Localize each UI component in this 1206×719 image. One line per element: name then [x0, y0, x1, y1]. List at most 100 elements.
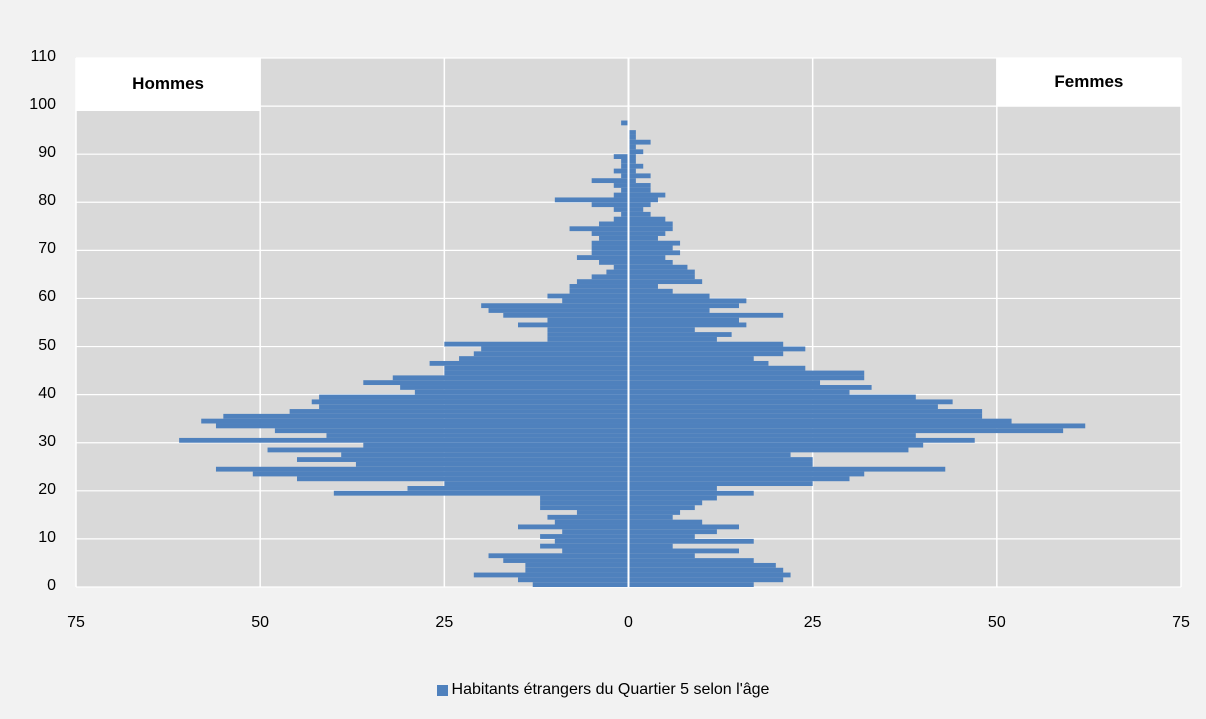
- bar-hommes: [591, 202, 629, 208]
- bars-hommes: [179, 120, 629, 587]
- bar-hommes: [444, 481, 629, 487]
- bar-hommes: [414, 389, 629, 395]
- x-tick-label: 0: [624, 614, 633, 631]
- bar-hommes: [613, 183, 629, 188]
- bar-femmes: [628, 413, 983, 419]
- bar-femmes: [628, 505, 695, 511]
- bar-femmes: [628, 466, 946, 472]
- bar-hommes: [473, 351, 629, 357]
- bar-hommes: [554, 538, 629, 544]
- bar-femmes: [628, 216, 666, 222]
- bar-femmes: [628, 183, 651, 188]
- bar-hommes: [591, 274, 629, 280]
- bar-femmes: [628, 149, 644, 155]
- bar-hommes: [576, 255, 629, 260]
- x-tick-label: 50: [987, 614, 1006, 631]
- legend-label: Habitants étrangers du Quartier 5 selon …: [451, 681, 770, 698]
- bar-hommes: [319, 404, 629, 410]
- bar-hommes: [488, 553, 629, 559]
- bar-femmes: [628, 327, 695, 333]
- bar-femmes: [628, 490, 754, 496]
- bar-femmes: [628, 207, 644, 212]
- bar-femmes: [628, 409, 983, 414]
- bar-hommes: [473, 572, 629, 578]
- x-tick-label: 50: [251, 614, 270, 631]
- bar-femmes: [628, 360, 769, 366]
- y-tick-label: 40: [38, 384, 56, 402]
- bar-femmes: [628, 404, 938, 410]
- bar-hommes: [215, 466, 629, 472]
- bar-hommes: [525, 562, 629, 568]
- bar-femmes: [628, 452, 791, 458]
- y-tick-label: 0: [47, 577, 56, 594]
- bar-hommes: [606, 269, 629, 275]
- bar-femmes: [628, 538, 754, 544]
- bar-hommes: [252, 471, 629, 477]
- bar-femmes: [628, 245, 673, 251]
- y-tick-label: 20: [38, 480, 56, 498]
- bar-femmes: [628, 168, 636, 174]
- bar-hommes: [576, 279, 629, 285]
- y-tick-label: 30: [38, 432, 56, 450]
- y-tick-label: 90: [38, 144, 56, 162]
- bar-femmes: [628, 524, 739, 530]
- bar-hommes: [407, 486, 629, 491]
- bar-femmes: [628, 389, 850, 395]
- bar-hommes: [518, 524, 629, 530]
- bar-hommes: [621, 120, 629, 126]
- bar-femmes: [628, 375, 865, 381]
- bar-hommes: [569, 226, 629, 232]
- bar-hommes: [613, 168, 629, 174]
- bar-femmes: [628, 240, 681, 246]
- bar-femmes: [628, 495, 717, 501]
- bar-hommes: [540, 543, 629, 549]
- bar-femmes: [628, 567, 784, 573]
- bar-femmes: [628, 423, 1086, 429]
- bar-hommes: [363, 380, 629, 386]
- bar-hommes: [576, 510, 629, 515]
- bar-femmes: [628, 548, 739, 554]
- bar-femmes: [628, 394, 916, 400]
- bar-hommes: [355, 461, 629, 467]
- bar-hommes: [518, 577, 629, 583]
- bar-hommes: [319, 394, 629, 400]
- bar-hommes: [613, 154, 629, 159]
- bar-hommes: [613, 216, 629, 222]
- bar-hommes: [488, 308, 629, 313]
- x-tick-label: 25: [803, 614, 822, 631]
- bar-hommes: [274, 428, 629, 434]
- bar-hommes: [179, 437, 629, 443]
- bar-femmes: [628, 308, 710, 313]
- bar-hommes: [591, 250, 629, 256]
- bar-femmes: [628, 476, 850, 482]
- bar-hommes: [297, 476, 629, 482]
- bar-femmes: [628, 341, 784, 347]
- bar-hommes: [532, 582, 629, 587]
- bar-hommes: [540, 505, 629, 511]
- bar-hommes: [554, 519, 629, 525]
- bar-hommes: [599, 235, 629, 241]
- bar-femmes: [628, 139, 651, 145]
- bar-femmes: [628, 322, 747, 328]
- bar-hommes: [621, 173, 629, 179]
- bar-femmes: [628, 187, 651, 193]
- bar-hommes: [591, 245, 629, 251]
- bar-hommes: [599, 259, 629, 265]
- bar-hommes: [341, 452, 629, 458]
- bar-femmes: [628, 346, 806, 352]
- bar-hommes: [201, 418, 629, 424]
- hommes-label: Hommes: [132, 74, 204, 94]
- bar-hommes: [621, 211, 629, 217]
- bar-femmes: [628, 134, 636, 140]
- bar-hommes: [591, 178, 629, 184]
- bar-femmes: [628, 178, 636, 184]
- bar-femmes: [628, 144, 636, 150]
- bar-hommes: [503, 558, 629, 563]
- bar-femmes: [628, 510, 681, 515]
- bars-femmes: [628, 130, 1086, 587]
- x-tick-label: 25: [435, 614, 454, 631]
- y-tick-label: 10: [38, 528, 56, 546]
- bar-femmes: [628, 279, 703, 285]
- bar-hommes: [444, 341, 629, 347]
- bar-femmes: [628, 437, 975, 443]
